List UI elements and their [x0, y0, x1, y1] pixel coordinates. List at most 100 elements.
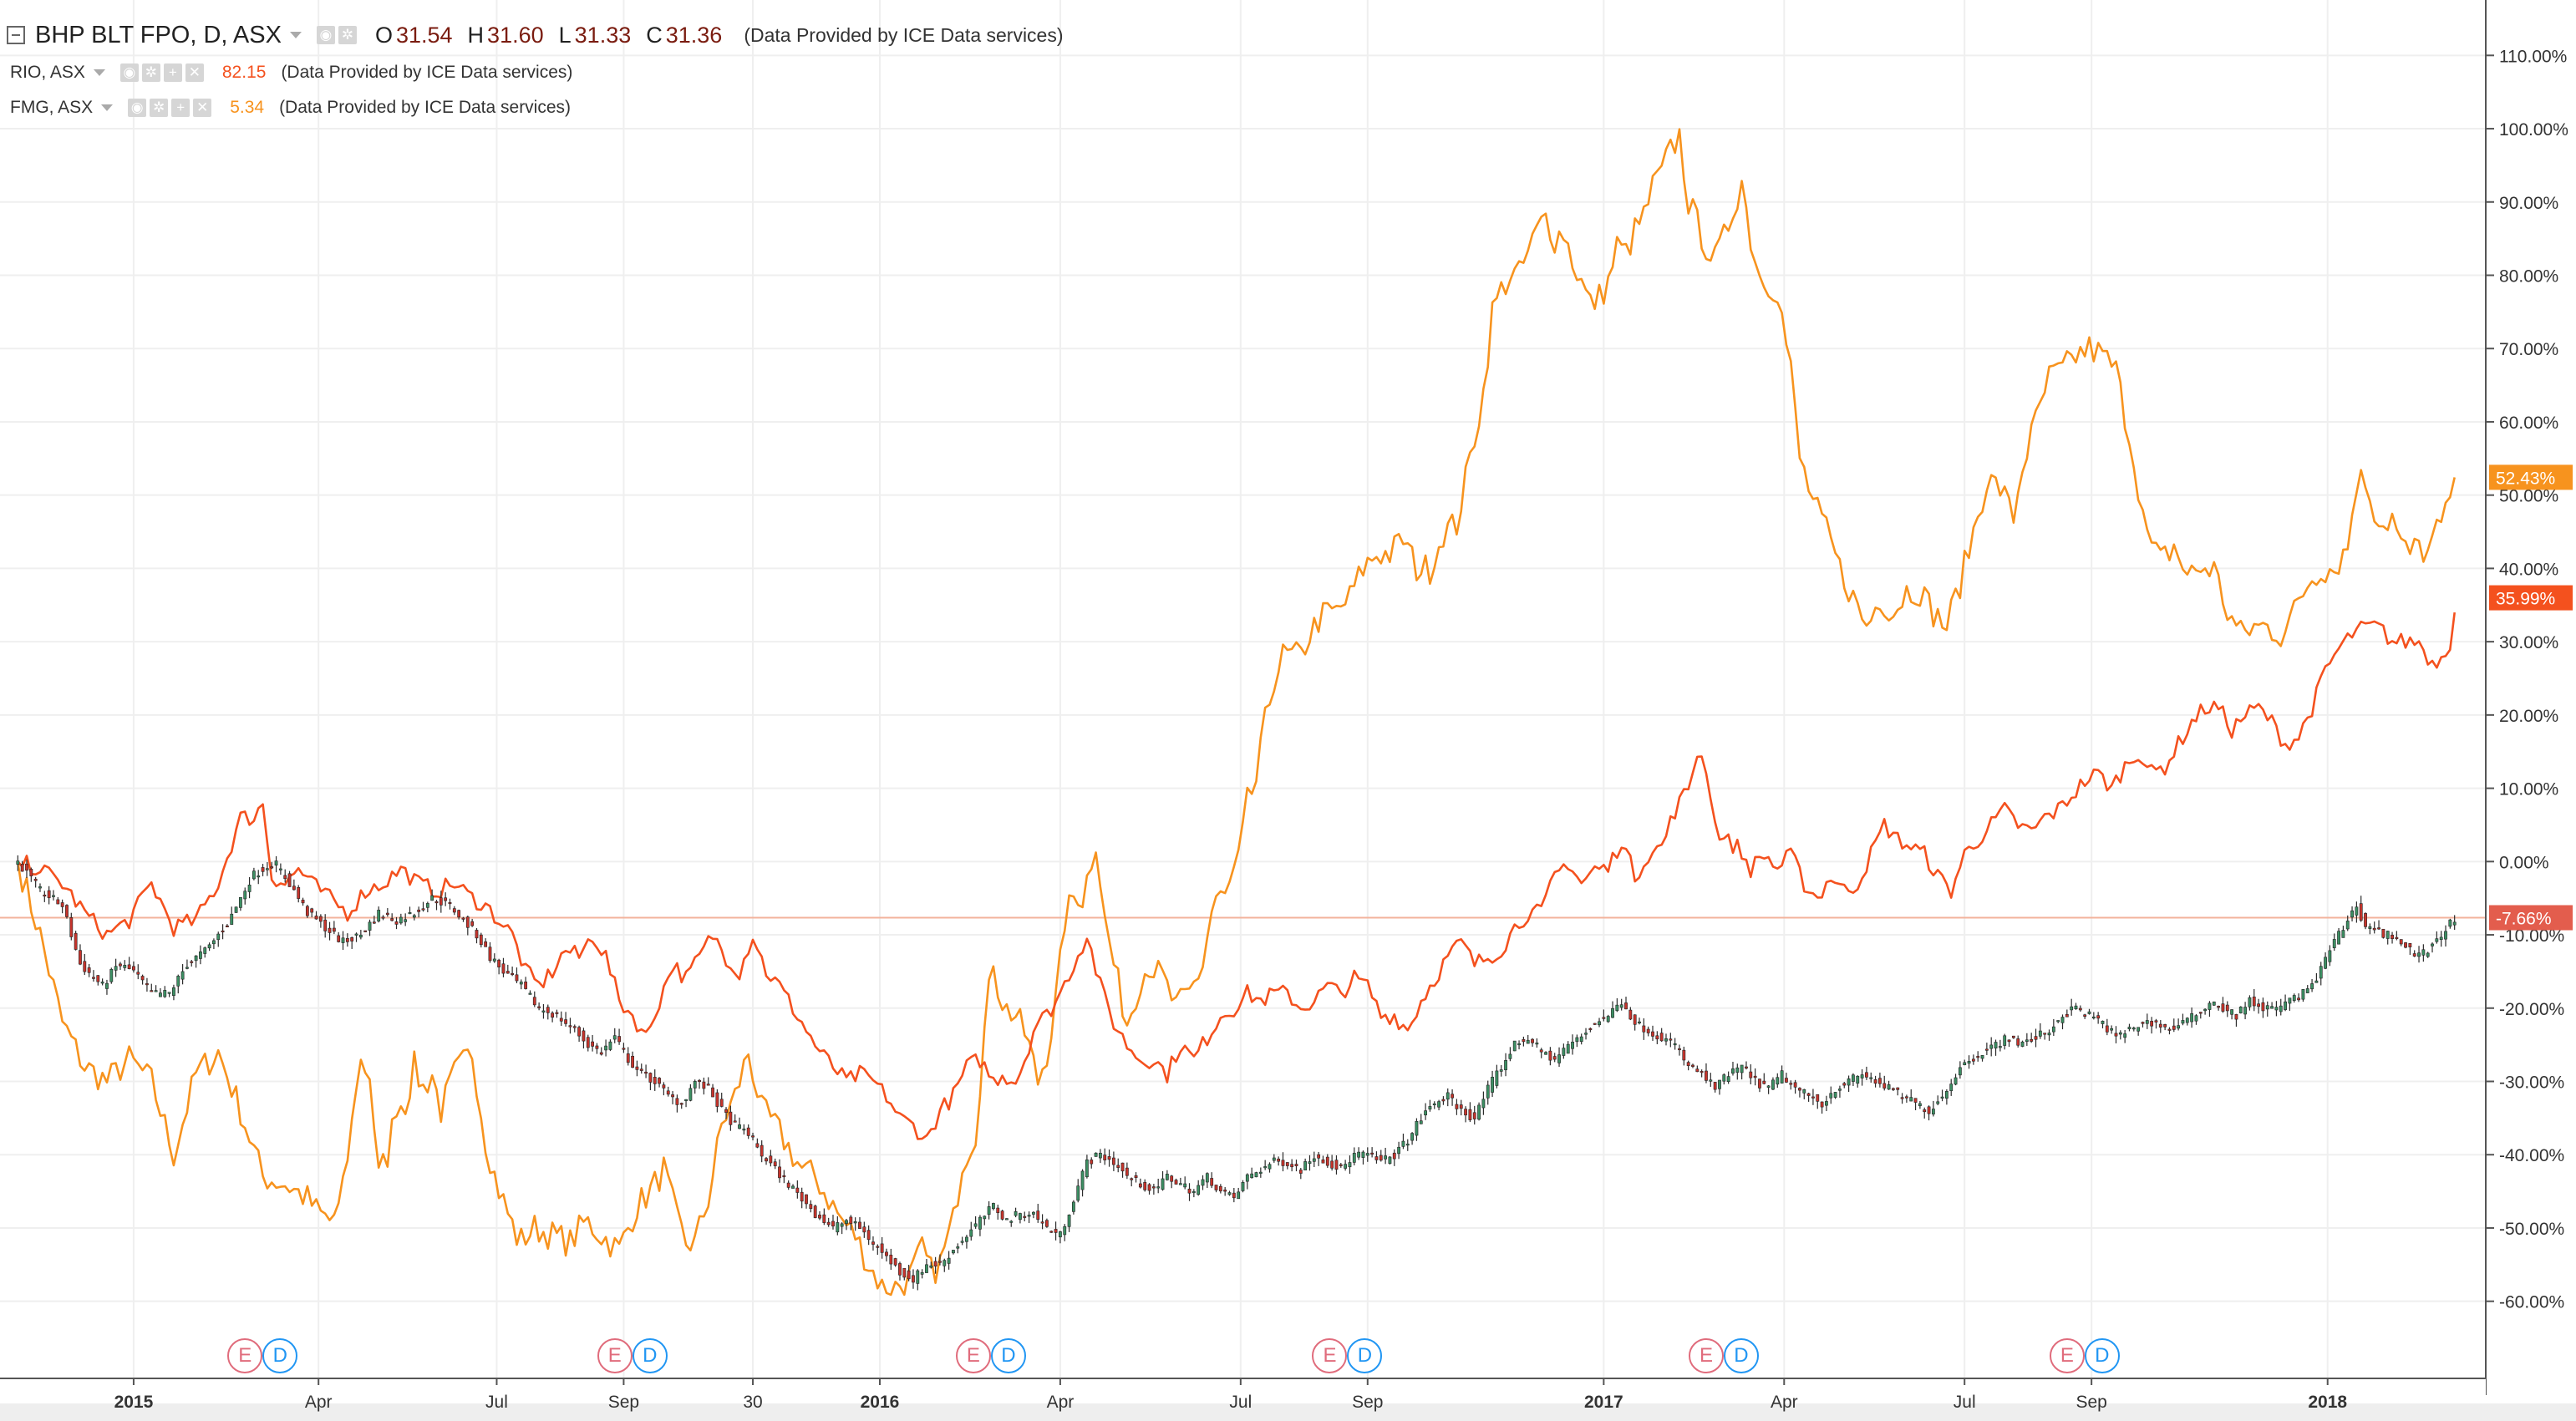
- candle[interactable]: [853, 1221, 857, 1224]
- candle[interactable]: [1237, 1191, 1241, 1200]
- candle[interactable]: [1913, 1098, 1918, 1103]
- candle[interactable]: [127, 964, 131, 969]
- candle[interactable]: [1579, 1036, 1583, 1043]
- candle[interactable]: [938, 1261, 942, 1263]
- candle[interactable]: [2190, 1012, 2194, 1023]
- candle[interactable]: [907, 1270, 911, 1280]
- candle[interactable]: [239, 896, 242, 908]
- candle[interactable]: [2020, 1041, 2025, 1047]
- candle[interactable]: [1486, 1084, 1490, 1099]
- candle[interactable]: [1441, 1099, 1446, 1102]
- candle[interactable]: [1107, 1156, 1111, 1160]
- candle[interactable]: [599, 1052, 603, 1055]
- candle[interactable]: [114, 966, 118, 971]
- chevron-down-icon[interactable]: [93, 69, 105, 76]
- candle[interactable]: [390, 918, 394, 921]
- candle[interactable]: [1806, 1093, 1811, 1096]
- candle[interactable]: [350, 937, 354, 941]
- candle[interactable]: [1334, 1160, 1339, 1170]
- candle[interactable]: [1464, 1109, 1467, 1116]
- candle[interactable]: [1063, 1226, 1067, 1236]
- candle[interactable]: [69, 917, 74, 937]
- rio-line[interactable]: [17, 612, 2456, 1140]
- candle[interactable]: [519, 982, 523, 985]
- candle[interactable]: [2217, 1006, 2221, 1008]
- candle[interactable]: [2065, 1013, 2069, 1018]
- candle[interactable]: [119, 963, 122, 967]
- candle[interactable]: [1241, 1181, 1245, 1191]
- candle[interactable]: [1401, 1140, 1405, 1147]
- candle[interactable]: [1825, 1101, 1828, 1106]
- candle[interactable]: [1967, 1061, 1971, 1064]
- rio-symbol[interactable]: RIO, ASX: [10, 63, 85, 82]
- candle[interactable]: [1646, 1028, 1650, 1033]
- candle[interactable]: [1504, 1060, 1507, 1071]
- candle[interactable]: [555, 1012, 559, 1014]
- candle[interactable]: [492, 958, 496, 962]
- candle[interactable]: [706, 1084, 710, 1086]
- candle[interactable]: [2047, 1033, 2051, 1036]
- candle[interactable]: [2087, 1011, 2091, 1014]
- candle[interactable]: [190, 961, 194, 963]
- candle[interactable]: [2288, 997, 2292, 1004]
- candle[interactable]: [1365, 1153, 1369, 1156]
- candle[interactable]: [1156, 1186, 1161, 1189]
- candle[interactable]: [1032, 1211, 1035, 1215]
- candle[interactable]: [2372, 927, 2376, 931]
- candle[interactable]: [1638, 1021, 1641, 1023]
- candle[interactable]: [167, 992, 171, 994]
- candle[interactable]: [1598, 1021, 1601, 1026]
- candle[interactable]: [1820, 1101, 1824, 1108]
- candle[interactable]: [461, 917, 465, 920]
- candle[interactable]: [675, 1098, 679, 1105]
- candle[interactable]: [639, 1068, 643, 1071]
- candle[interactable]: [711, 1087, 714, 1098]
- candle[interactable]: [1931, 1109, 1935, 1115]
- candle[interactable]: [2408, 942, 2412, 947]
- candle[interactable]: [1054, 1229, 1058, 1233]
- candle[interactable]: [2350, 910, 2354, 918]
- candle[interactable]: [2101, 1020, 2105, 1024]
- candle[interactable]: [1250, 1173, 1254, 1179]
- candle[interactable]: [933, 1261, 937, 1266]
- candle[interactable]: [52, 895, 55, 897]
- candle[interactable]: [1437, 1101, 1440, 1108]
- candle[interactable]: [2314, 980, 2319, 983]
- candle[interactable]: [2194, 1015, 2198, 1022]
- candle[interactable]: [595, 1045, 599, 1049]
- candle[interactable]: [1344, 1164, 1348, 1169]
- candle[interactable]: [698, 1079, 701, 1083]
- candle[interactable]: [622, 1048, 626, 1050]
- candle[interactable]: [755, 1143, 760, 1148]
- candle[interactable]: [1254, 1172, 1258, 1178]
- candle[interactable]: [150, 990, 154, 992]
- candle[interactable]: [532, 997, 536, 1006]
- candle[interactable]: [822, 1214, 826, 1223]
- candle[interactable]: [465, 916, 470, 928]
- candle[interactable]: [1535, 1043, 1539, 1045]
- candle[interactable]: [1491, 1077, 1494, 1093]
- candle[interactable]: [2091, 1016, 2096, 1019]
- candle[interactable]: [484, 941, 488, 947]
- candle[interactable]: [1633, 1014, 1637, 1025]
- candle[interactable]: [724, 1109, 728, 1113]
- time-axis[interactable]: 2015 Apr Jul Sep 30 2016 Apr Jul Sep 2017 Apr Jul Se…: [0, 1378, 2576, 1421]
- candle[interactable]: [1882, 1083, 1887, 1089]
- candle[interactable]: [305, 906, 309, 916]
- candle[interactable]: [1842, 1083, 1847, 1086]
- eye-icon[interactable]: ◉: [316, 26, 335, 44]
- candle[interactable]: [635, 1066, 639, 1070]
- candle[interactable]: [524, 982, 528, 989]
- fmg-line[interactable]: [17, 128, 2456, 1297]
- candle[interactable]: [2421, 949, 2426, 956]
- candle[interactable]: [1512, 1040, 1517, 1052]
- candle[interactable]: [358, 934, 363, 938]
- candle[interactable]: [871, 1241, 875, 1245]
- candle[interactable]: [813, 1205, 817, 1218]
- candle[interactable]: [2123, 1033, 2127, 1038]
- candle[interactable]: [1143, 1181, 1147, 1190]
- candle[interactable]: [1989, 1044, 1994, 1049]
- candle[interactable]: [658, 1078, 661, 1084]
- candle[interactable]: [1451, 1094, 1454, 1099]
- candle[interactable]: [2030, 1038, 2034, 1042]
